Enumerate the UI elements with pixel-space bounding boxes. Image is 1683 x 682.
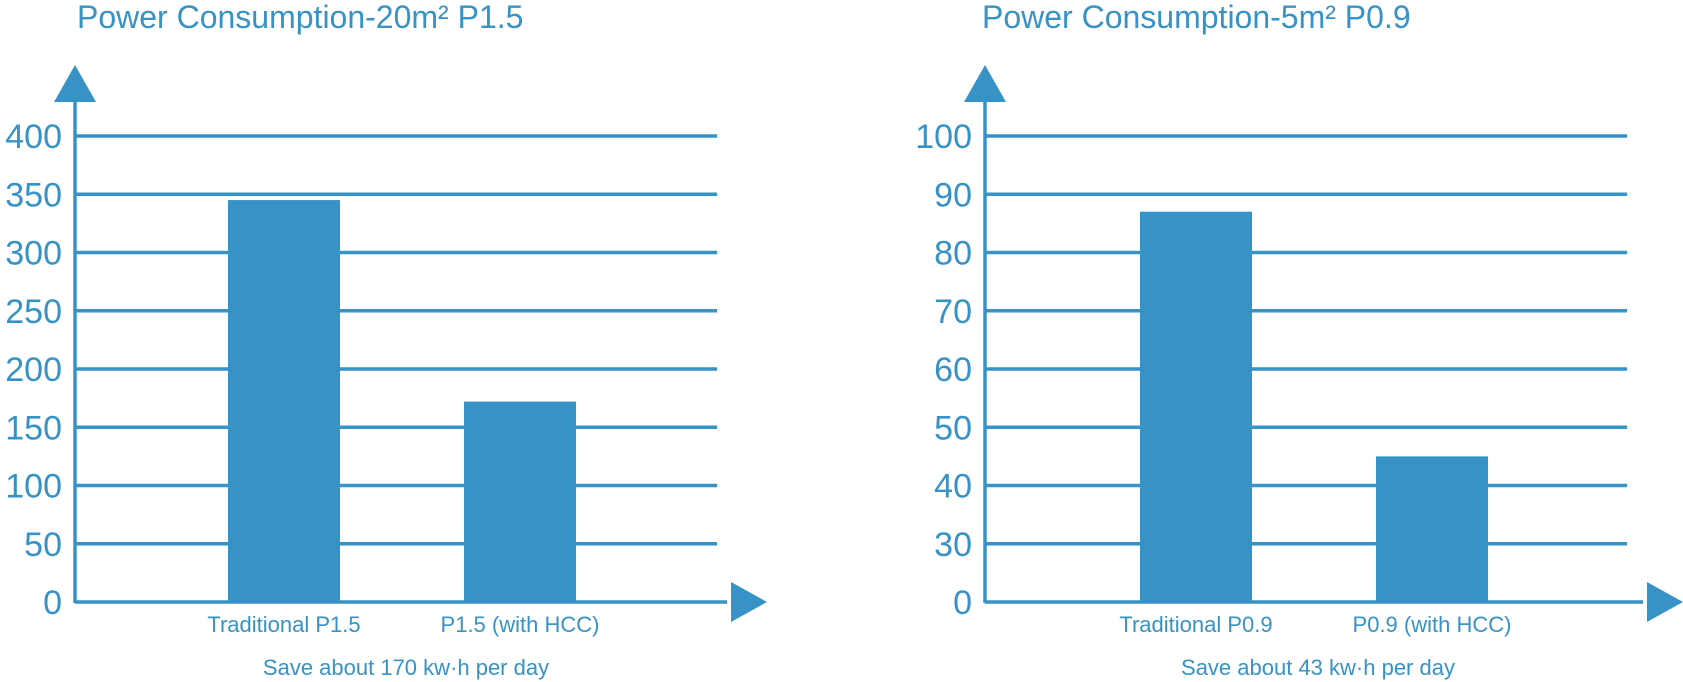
y-tick-label: 90 [934,176,972,214]
y-tick-label: 250 [5,293,62,331]
y-tick-label: 300 [5,235,62,273]
y-tick-label: 100 [915,118,972,156]
savings-note: Save about 170 kw·h per day [263,655,549,680]
bar [1376,456,1488,602]
y-axis-arrow [964,65,1006,102]
y-tick-label: 400 [5,118,62,156]
x-axis-arrow [1647,582,1683,622]
y-tick-label: 30 [934,526,972,564]
bar [464,401,576,602]
x-category-label: Traditional P1.5 [207,612,360,637]
bar [1140,211,1252,602]
y-tick-label: 150 [5,409,62,447]
chart-title: Power Consumption-5m² P0.9 [982,0,1411,35]
y-tick-label: 60 [934,351,972,389]
y-tick-label: 50 [24,526,62,564]
x-axis-arrow [731,582,767,622]
y-tick-label: 200 [5,351,62,389]
y-tick-label: 350 [5,176,62,214]
y-tick-label: 40 [934,468,972,506]
x-category-label: P1.5 (with HCC) [441,612,600,637]
bar [228,200,340,602]
y-tick-label: 70 [934,293,972,331]
savings-note: Save about 43 kw·h per day [1181,655,1455,680]
x-category-label: Traditional P0.9 [1119,612,1272,637]
x-category-label: P0.9 (with HCC) [1353,612,1512,637]
y-tick-label: 0 [43,584,62,622]
chart-title: Power Consumption-20m² P1.5 [77,0,523,35]
y-tick-label: 0 [953,584,972,622]
y-tick-label: 50 [934,409,972,447]
y-axis-arrow [54,65,96,102]
y-tick-label: 100 [5,468,62,506]
y-tick-label: 80 [934,235,972,273]
